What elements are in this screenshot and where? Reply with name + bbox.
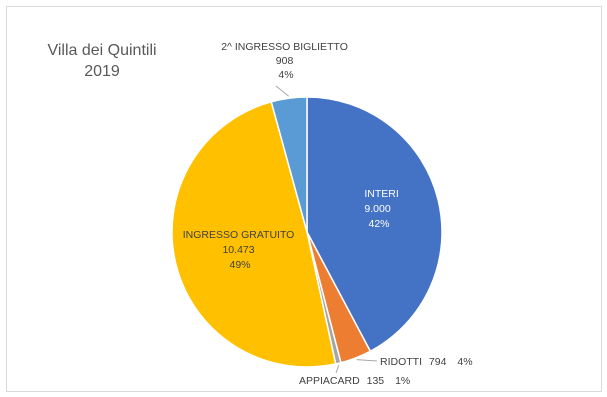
slice-percent-interi: 42% bbox=[368, 218, 389, 230]
leader-line-appiacard bbox=[335, 365, 340, 374]
slice-label-interi: INTERI 9.000 42% bbox=[364, 188, 401, 230]
slice-percent-ridotti: 4% bbox=[457, 356, 472, 368]
slice-percent-gratuito: 49% bbox=[229, 259, 250, 271]
slice-label-appiacard: APPIACARD 135 1% bbox=[299, 375, 410, 387]
slice-label-gratuito: INGRESSO GRATUITO 10.473 49% bbox=[183, 229, 298, 271]
leader-line-ridotti bbox=[356, 359, 378, 362]
slice-name-interi: INTERI bbox=[364, 188, 398, 200]
slice-value-gratuito: 10.473 bbox=[222, 244, 254, 256]
slice-label-ridotti: RIDOTTI 794 4% bbox=[380, 356, 473, 368]
pie-slice-interi bbox=[306, 96, 443, 353]
leader-lines bbox=[275, 85, 378, 374]
slice-name-gratuito: INGRESSO GRATUITO bbox=[183, 229, 295, 241]
chart-title-line-2: 2019 bbox=[84, 63, 120, 80]
slice-value-secondo-ingresso: 908 bbox=[276, 55, 294, 67]
pie-slice-ingresso-gratuito bbox=[171, 100, 337, 368]
slice-name-ridotti: RIDOTTI bbox=[380, 356, 422, 368]
chart-title: Villa dei Quintili 2019 bbox=[32, 40, 172, 82]
chart-title-line-1: Villa dei Quintili bbox=[47, 42, 157, 59]
slice-label-secondo-ingresso: 2^ INGRESSO BIGLIETTO 908 4% bbox=[221, 41, 351, 81]
pie-slices bbox=[171, 96, 443, 368]
leader-line-secondo-ingresso bbox=[275, 85, 290, 97]
slice-value-ridotti: 794 bbox=[429, 356, 447, 368]
slice-name-secondo-ingresso: 2^ INGRESSO BIGLIETTO bbox=[221, 41, 348, 53]
slice-percent-secondo-ingresso: 4% bbox=[278, 69, 293, 81]
pie-slice-2-ingresso-biglietto bbox=[270, 96, 308, 233]
slice-name-appiacard: APPIACARD bbox=[299, 375, 360, 387]
slice-value-appiacard: 135 bbox=[367, 375, 385, 387]
slice-percent-appiacard: 1% bbox=[395, 375, 410, 387]
slice-value-interi: 9.000 bbox=[364, 203, 390, 215]
